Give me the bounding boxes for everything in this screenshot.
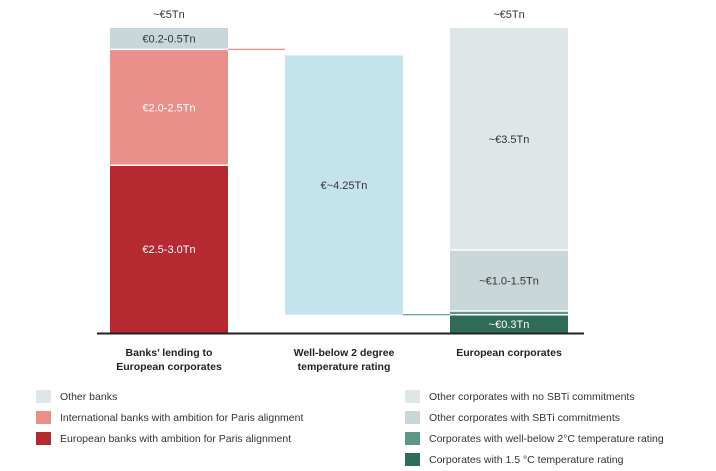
category-label: European corporates: [116, 361, 222, 373]
bar-segment: [285, 55, 403, 315]
bar-segment: [110, 165, 228, 333]
legend-label: European banks with ambition for Paris a…: [60, 433, 292, 445]
segment-label: €2.0-2.5Tn: [142, 102, 195, 114]
legend-swatch: [405, 432, 420, 445]
legend-swatch: [36, 411, 51, 424]
segment-label: €~4.25Tn: [321, 180, 368, 192]
legend-swatch: [405, 390, 420, 403]
total-label: ~€5Tn: [493, 9, 525, 21]
legend-label: Corporates with well-below 2°C temperatu…: [429, 433, 664, 445]
legend-label: International banks with ambition for Pa…: [60, 412, 304, 424]
stacked-bar-chart: €2.5-3.0Tn €2.0-2.5Tn €0.2-0.5Tn ~€5Tn €~4.2…: [97, 9, 584, 373]
bar-segment: [110, 49, 228, 166]
legend-label: Other corporates with no SBTi commitment…: [429, 391, 635, 403]
category-label: Well-below 2 degree: [294, 347, 395, 359]
legend-swatch: [405, 453, 420, 466]
category-label: temperature rating: [298, 361, 391, 373]
legend-swatch: [36, 390, 51, 403]
segment-label: €0.2-0.5Tn: [142, 34, 195, 46]
legend-label: Corporates with 1.5 °C temperature ratin…: [429, 454, 624, 466]
total-label: ~€5Tn: [153, 9, 185, 21]
bar-segment: [450, 311, 568, 315]
segment-label: ~€1.0-1.5Tn: [479, 276, 539, 288]
bar-segment: [450, 314, 568, 333]
legend-swatch: [36, 432, 51, 445]
segment-label: ~€0.3Tn: [489, 319, 530, 331]
segment-label: €2.5-3.0Tn: [142, 244, 195, 256]
bar-segment: [450, 28, 568, 251]
legend-label: Other banks: [60, 391, 118, 403]
legend-swatch: [405, 411, 420, 424]
segment-label: ~€3.5Tn: [489, 134, 530, 146]
category-label: Banks’ lending to: [126, 347, 213, 359]
bar-segment: [450, 250, 568, 312]
legend-label: Other corporates with SBTi commitments: [429, 412, 620, 424]
bar-segment: [110, 28, 228, 50]
category-label: European corporates: [456, 347, 562, 359]
